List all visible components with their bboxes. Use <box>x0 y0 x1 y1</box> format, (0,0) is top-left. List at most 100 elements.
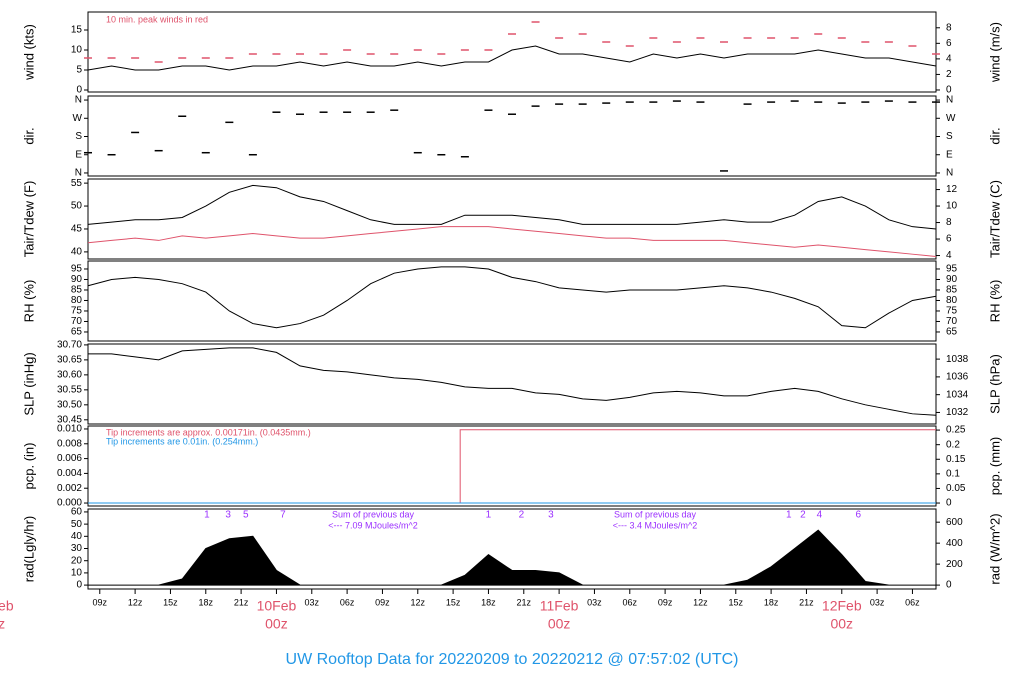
hour-mark: 6 <box>855 510 861 521</box>
y-tick-label: 30 <box>71 543 83 554</box>
y-tick-label: 20 <box>71 555 83 566</box>
x-tick-label: 18z <box>199 597 214 607</box>
x-tick-label: 15z <box>163 597 178 607</box>
y2-tick-label: 6 <box>946 38 952 49</box>
y-tick-label: 0 <box>76 85 82 96</box>
y-tick-label: N <box>75 168 82 179</box>
y2-tick-label: 6 <box>946 234 952 245</box>
y-tick-label: S <box>75 131 82 142</box>
y2-tick-label: 1036 <box>946 372 969 383</box>
y2-tick-label: N <box>946 168 953 179</box>
y2-tick-label: 65 <box>946 327 958 338</box>
annotation: Tip increments are approx. 0.00171in. (0… <box>106 427 311 437</box>
y2-tick-label: 0.1 <box>946 468 960 479</box>
x-tick-label: 06z <box>340 597 355 607</box>
x-tick-label: 18z <box>481 597 496 607</box>
date-label: 10Feb <box>257 598 297 614</box>
y-tick-label: E <box>75 149 82 160</box>
line <box>87 45 937 71</box>
y2-axis-label: SLP (hPa) <box>987 354 1002 414</box>
y2-axis-label: pcp. (mm) <box>987 437 1002 496</box>
y2-tick-label: 4 <box>946 54 952 65</box>
hour-mark: 2 <box>519 510 525 521</box>
hour-mark: 5 <box>243 510 249 521</box>
panel-frame <box>87 425 937 507</box>
y-tick-label: 0.002 <box>57 483 82 494</box>
y-tick-label: 10 <box>71 45 83 56</box>
y2-tick-label: 8 <box>946 22 952 33</box>
y-tick-label: 50 <box>71 519 83 530</box>
y-tick-label: 0.000 <box>57 498 82 509</box>
area <box>88 529 936 586</box>
hour-mark: 3 <box>225 510 231 521</box>
date-label: 09Feb <box>0 598 14 614</box>
y-tick-label: 40 <box>71 247 83 258</box>
x-tick-label: 06z <box>905 597 920 607</box>
annotation: 10 min. peak winds in red <box>106 14 208 24</box>
y-tick-label: 10 <box>71 568 83 579</box>
date-label: 11Feb <box>540 598 579 614</box>
line <box>87 226 937 257</box>
line <box>87 184 937 230</box>
y2-tick-label: 85 <box>946 285 958 296</box>
y-tick-label: 0 <box>76 580 82 591</box>
y2-axis-label: rad (W/m^2) <box>987 513 1002 584</box>
y-axis-label: dir. <box>21 127 36 144</box>
y-tick-label: 80 <box>71 295 83 306</box>
x-tick-label: 09z <box>93 597 108 607</box>
y2-tick-label: 0 <box>946 580 952 591</box>
hour-mark: 4 <box>817 510 823 521</box>
y2-tick-label: 1032 <box>946 407 969 418</box>
date-label: 12Feb <box>822 598 862 614</box>
y2-tick-label: N <box>946 95 953 106</box>
y-tick-label: 70 <box>71 316 83 327</box>
y-tick-label: 30.65 <box>57 355 82 366</box>
y-tick-label: 30.70 <box>57 340 82 351</box>
y2-tick-label: 4 <box>946 250 952 261</box>
x-tick-label: 18z <box>764 597 779 607</box>
chart-title: UW Rooftop Data for 20220209 to 20220212… <box>286 651 739 668</box>
date-sub-label: 00z <box>548 616 571 632</box>
y-tick-label: 30.50 <box>57 399 82 410</box>
x-tick-label: 12z <box>411 597 426 607</box>
y-axis-label: Tair/Tdew (F) <box>21 181 36 258</box>
x-tick-label: 21z <box>234 597 249 607</box>
y2-tick-label: W <box>946 113 956 124</box>
y2-tick-label: 90 <box>946 274 958 285</box>
y-axis-label: wind (kts) <box>21 24 36 81</box>
panel-frame <box>87 178 937 260</box>
annotation: Tip increments are 0.01in. (0.254mm.) <box>106 436 258 446</box>
hour-mark: 3 <box>548 510 554 521</box>
y2-axis-label: Tair/Tdew (C) <box>987 180 1002 258</box>
x-tick-label: 03z <box>870 597 885 607</box>
hour-mark: 7 <box>280 510 286 521</box>
y2-tick-label: 95 <box>946 264 958 275</box>
x-tick-label: 15z <box>729 597 744 607</box>
y2-tick-label: 200 <box>946 559 963 570</box>
panel-frame <box>87 11 937 93</box>
y-tick-label: 30.60 <box>57 370 82 381</box>
annotation: <--- 7.09 MJoules/m^2 <box>328 520 418 530</box>
date-sub-label: 00z <box>0 616 5 632</box>
y-tick-label: 30.55 <box>57 384 82 395</box>
y-tick-label: 65 <box>71 327 83 338</box>
y2-tick-label: 80 <box>946 295 958 306</box>
y2-tick-label: 70 <box>946 316 958 327</box>
x-tick-label: 03z <box>305 597 320 607</box>
y-axis-label: RH (%) <box>21 280 36 323</box>
line <box>87 266 937 329</box>
annotation: Sum of previous day <box>614 509 697 519</box>
x-tick-label: 12z <box>693 597 708 607</box>
x-tick-label: 03z <box>587 597 602 607</box>
panel-frame <box>87 95 937 177</box>
y-tick-label: 0.008 <box>57 438 82 449</box>
y2-tick-label: 0.05 <box>946 483 966 494</box>
y2-tick-label: E <box>946 149 953 160</box>
y-tick-label: 60 <box>71 507 83 518</box>
y-axis-label: pcp. (in) <box>21 443 36 490</box>
y-tick-label: 85 <box>71 285 83 296</box>
date-sub-label: 00z <box>830 616 853 632</box>
y2-tick-label: 10 <box>946 201 958 212</box>
y2-tick-label: 0 <box>946 85 952 96</box>
y-tick-label: 45 <box>71 224 83 235</box>
